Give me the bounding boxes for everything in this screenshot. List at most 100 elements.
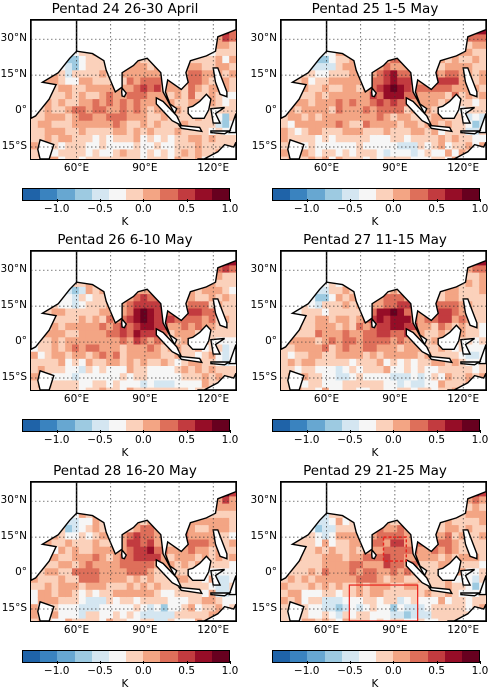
anomaly-cell [58,301,66,310]
anomaly-cell [126,142,135,150]
anomaly-cell [363,553,371,562]
anomaly-cell [397,366,405,374]
anomaly-cell [133,308,141,317]
anomaly-cell [78,142,87,150]
anomaly-cell [315,344,323,353]
anomaly-cell [315,611,323,620]
anomaly-cell [458,135,467,143]
anomaly-cell [51,120,59,129]
anomaly-cell [174,597,182,605]
anomaly-cell [322,358,330,367]
anomaly-cell [154,70,162,79]
anomaly-cell [106,358,114,367]
anomaly-cell [147,582,155,591]
anomaly-cell [390,568,398,577]
anomaly-cell [92,611,100,620]
anomaly-cell [51,589,59,598]
land-newguinea [228,113,236,134]
longitude-label: 120°E [447,162,480,174]
anomaly-cell [369,84,378,93]
anomaly-cell [328,135,337,143]
anomaly-cell [335,539,344,548]
anomaly-cell [479,553,486,562]
anomaly-cell [58,539,66,548]
anomaly-cell [438,561,446,569]
anomaly-cell [85,91,94,100]
anomaly-cell [119,597,128,605]
anomaly-cell [335,63,344,71]
anomaly-cell [140,337,148,346]
anomaly-cell [195,315,203,324]
anomaly-cell [451,127,460,136]
anomaly-cell [315,525,323,533]
anomaly-cell [72,63,80,71]
anomaly-cell [328,84,337,93]
anomaly-cell [167,546,176,555]
anomaly-cell [397,575,405,584]
anomaly-cell [349,575,357,584]
anomaly-cell [58,532,66,541]
anomaly-cell [58,358,66,367]
colorbar-segment [376,189,394,200]
anomaly-cell [113,618,121,621]
anomaly-cell [119,568,128,577]
anomaly-cell [154,582,162,591]
anomaly-cell [99,301,107,310]
anomaly-cell [133,77,141,86]
anomaly-cell [287,358,296,367]
anomaly-cell [479,561,486,569]
anomaly-cell [133,525,141,533]
anomaly-cell [376,387,385,390]
anomaly-cell [322,366,330,374]
latitude-label: 0° [265,566,277,579]
anomaly-cell [390,84,398,93]
anomaly-cell [342,142,350,150]
anomaly-cell [195,63,203,71]
anomaly-cell [315,113,323,122]
anomaly-cell [438,604,446,612]
anomaly-cell [328,120,337,129]
anomaly-cell [431,582,439,591]
anomaly-cell [65,99,73,107]
anomaly-cell [65,337,73,346]
anomaly-cell [106,597,114,605]
anomaly-cell [479,48,486,57]
anomaly-cell [208,55,217,64]
anomaly-cell [65,113,73,122]
anomaly-cell [349,135,357,143]
colorbar-segment [23,420,41,431]
anomaly-cell [92,294,100,302]
map-svg [281,482,486,621]
anomaly-cell [58,373,66,381]
anomaly-cell [195,70,203,79]
longitude-label: 90°E [382,624,408,636]
anomaly-cell [390,387,398,390]
anomaly-cell [335,301,344,310]
anomaly-cell [328,387,337,390]
anomaly-cell [356,539,364,548]
anomaly-cell [417,330,426,338]
anomaly-cell [133,337,141,346]
anomaly-cell [335,337,344,346]
anomaly-cell [44,575,53,584]
anomaly-cell [140,387,148,390]
anomaly-cell [390,322,398,331]
anomaly-cell [167,99,176,107]
anomaly-cell [342,358,350,367]
anomaly-cell [126,373,135,381]
anomaly-cell [438,91,446,100]
colorbar-tick-label: −1.0 [43,203,70,215]
anomaly-cell [65,373,73,381]
anomaly-cell [342,366,350,374]
anomaly-cell [431,611,439,620]
anomaly-cell [369,358,378,367]
anomaly-cell [78,597,87,605]
anomaly-cell [431,330,439,338]
anomaly-cell [51,597,59,605]
anomaly-cell [479,301,486,310]
anomaly-cell [308,351,316,360]
sst-anomaly-map [30,250,237,391]
anomaly-cell [308,532,316,541]
anomaly-cell [51,106,59,115]
anomaly-cell [322,611,330,620]
